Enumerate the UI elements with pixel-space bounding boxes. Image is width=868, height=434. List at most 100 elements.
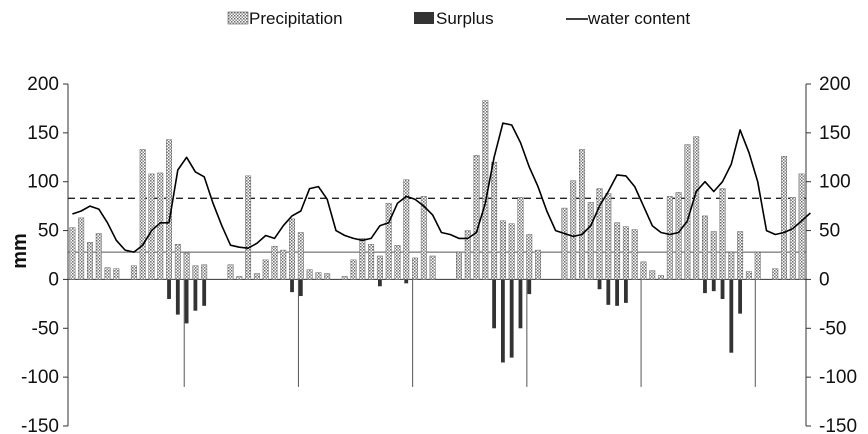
precipitation-bar <box>728 251 735 280</box>
reference-lines <box>68 197 806 253</box>
y-tick-label-right: 100 <box>819 172 851 193</box>
precipitation-bar <box>368 244 375 280</box>
precipitation-bar <box>289 218 296 280</box>
precipitation-bar <box>693 136 700 280</box>
legend-swatch-surplus <box>414 12 434 24</box>
precipitation-bar <box>201 264 208 280</box>
precipitation-bar <box>737 231 744 280</box>
surplus-bar <box>711 279 716 292</box>
y-tick-label-right: 150 <box>819 123 851 144</box>
surplus-bar <box>404 279 409 284</box>
precipitation-bar <box>578 149 585 280</box>
precipitation-bar <box>174 244 181 280</box>
surplus-bar <box>492 279 497 329</box>
surplus-bar <box>290 279 294 293</box>
precipitation-bar <box>341 276 348 280</box>
precipitation-bar <box>464 230 471 280</box>
precipitation-bar <box>666 196 673 280</box>
precipitation-bar <box>710 231 717 280</box>
surplus-bar <box>720 279 725 299</box>
y-tick-label-left: 150 <box>27 123 59 144</box>
precipitation-bar <box>403 179 410 280</box>
precipitation-bar <box>280 249 287 280</box>
precipitation-bar <box>324 273 331 280</box>
precipitation-bar <box>420 196 427 280</box>
surplus-bar <box>518 279 523 329</box>
precipitation-bar <box>473 155 480 280</box>
surplus-bar <box>606 279 611 305</box>
y-tick-label-left: 50 <box>38 221 59 242</box>
precipitation-bar <box>297 232 304 280</box>
precipitation-bar <box>631 229 638 280</box>
surplus-bar <box>175 279 180 315</box>
y-tick-label-left: 100 <box>27 172 59 193</box>
precipitation-bar <box>78 217 85 280</box>
surplus-series <box>167 279 743 363</box>
precipitation-bar <box>658 275 665 280</box>
precipitation-bar <box>789 197 796 280</box>
y-tick-label-right: -150 <box>819 416 857 434</box>
precipitation-bar <box>570 180 577 280</box>
precipitation-bar <box>385 202 392 280</box>
surplus-bar <box>597 279 602 290</box>
water-content-line <box>72 122 811 253</box>
precipitation-bar <box>306 269 313 280</box>
year-dividers <box>183 279 756 387</box>
precipitation-bar <box>798 173 805 280</box>
surplus-bar <box>202 279 207 306</box>
precipitation-bar <box>499 220 506 280</box>
precipitation-bar <box>561 207 568 280</box>
y-tick-label-left: -150 <box>21 416 59 434</box>
precipitation-bar <box>253 273 260 280</box>
precipitation-bar <box>245 175 252 280</box>
precipitation-bar <box>69 227 76 280</box>
precipitation-bar <box>745 271 752 280</box>
precipitation-bar <box>649 270 656 280</box>
water-content-series <box>72 122 811 253</box>
precipitation-bar <box>675 192 682 280</box>
precipitation-bar <box>640 261 647 280</box>
y-ticks-left: -150 -100 -50 0 50 100 150 200 <box>21 74 68 434</box>
precipitation-bar <box>113 268 120 280</box>
legend-swatch-precipitation <box>227 11 249 25</box>
precipitation-bar <box>491 161 498 280</box>
y-tick-label-right: -50 <box>819 318 846 339</box>
precipitation-bar <box>605 193 612 280</box>
precipitation-bar <box>192 265 199 280</box>
precipitation-bar <box>183 252 190 280</box>
precipitation-bar <box>227 264 234 280</box>
precipitation-bar <box>350 259 357 280</box>
surplus-bar <box>703 279 707 294</box>
y-axis-title: mm <box>9 233 31 269</box>
precipitation-bar <box>429 255 436 280</box>
precipitation-bar <box>781 156 788 280</box>
y-tick-label-left: 0 <box>48 269 59 290</box>
y-ticks-right: -150 -100 -50 0 50 100 150 200 <box>806 74 857 434</box>
precipitation-bar <box>719 188 726 280</box>
precipitation-bar <box>86 242 93 280</box>
legend: Precipitation Surplus water content <box>227 9 690 28</box>
legend-label-surplus: Surplus <box>436 9 494 28</box>
y-tick-label-left: -100 <box>21 367 59 388</box>
surplus-bar <box>527 279 532 295</box>
precipitation-series <box>69 100 805 280</box>
precipitation-bar <box>104 267 111 280</box>
surplus-bar <box>377 279 382 287</box>
precipitation-bar <box>754 251 761 280</box>
surplus-bar <box>193 279 198 311</box>
precipitation-bar <box>412 257 419 280</box>
y-tick-label-right: 50 <box>819 221 840 242</box>
surplus-bar <box>623 279 628 303</box>
precipitation-bar <box>508 223 515 280</box>
precipitation-bar <box>359 238 366 280</box>
precipitation-bar <box>701 215 708 280</box>
precipitation-bar <box>455 251 462 280</box>
precipitation-bar <box>148 173 155 280</box>
precipitation-bar <box>315 272 322 280</box>
precipitation-bar <box>772 268 779 280</box>
surplus-bar <box>729 279 734 353</box>
y-tick-label-left: 200 <box>27 74 59 95</box>
axes <box>67 84 807 426</box>
precipitation-bar <box>157 172 164 280</box>
